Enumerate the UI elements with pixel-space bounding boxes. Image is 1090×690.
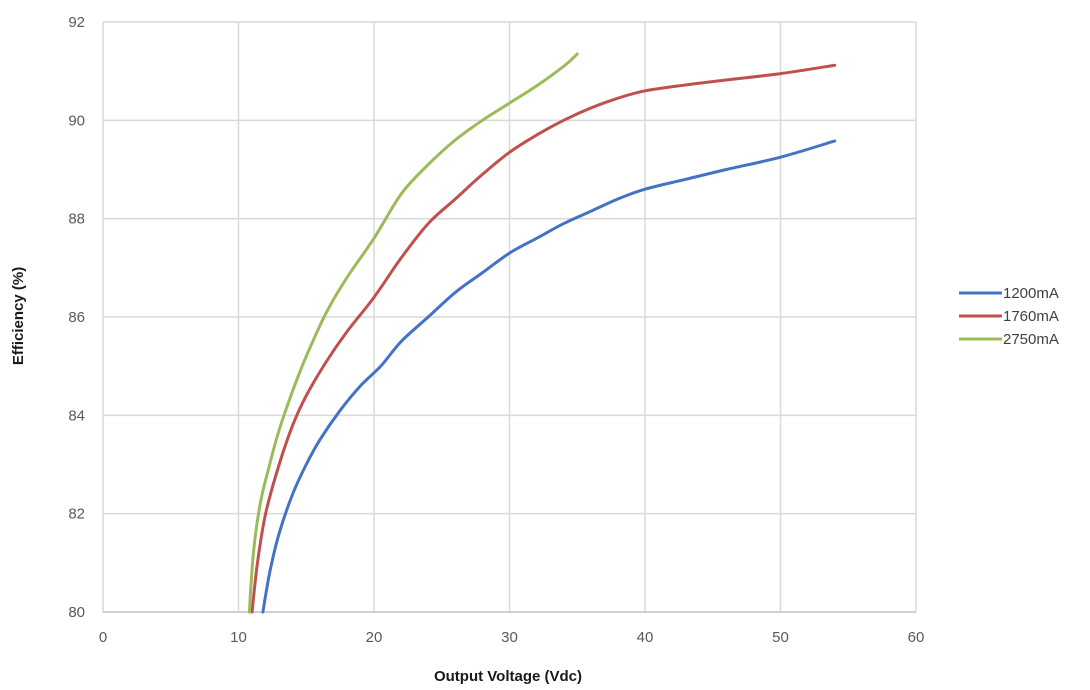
legend-label-1200mA: 1200mA	[1003, 285, 1059, 302]
x-tick-label: 50	[772, 629, 789, 646]
y-tick-label: 92	[68, 14, 85, 31]
x-tick-label: 30	[501, 629, 518, 646]
tick-labels: 0 10 20 30 40 50 60 80 82 84 86 88 90 92	[68, 14, 924, 646]
y-tick-label: 82	[68, 506, 85, 523]
gridlines	[103, 21, 917, 612]
x-tick-label: 10	[230, 629, 247, 646]
legend: 1200mA 1760mA 2750mA	[959, 285, 1059, 348]
series-line-2750mA	[247, 52, 579, 614]
x-tick-label: 60	[908, 629, 925, 646]
y-axis-title: Efficiency (%)	[10, 267, 27, 365]
series-line-1760mA	[250, 63, 837, 614]
y-tick-label: 86	[68, 309, 85, 326]
series-lines	[247, 52, 837, 614]
legend-label-1760mA: 1760mA	[1003, 308, 1059, 325]
axes	[102, 22, 916, 613]
y-tick-label: 88	[68, 211, 85, 228]
series-line-1200mA	[261, 139, 837, 614]
y-tick-label: 90	[68, 112, 85, 129]
legend-label-2750mA: 2750mA	[1003, 331, 1059, 348]
y-tick-label: 80	[68, 604, 85, 621]
x-axis-title: Output Voltage (Vdc)	[434, 668, 582, 685]
x-tick-label: 0	[99, 629, 107, 646]
x-tick-label: 40	[637, 629, 654, 646]
y-tick-label: 84	[68, 407, 85, 424]
x-tick-label: 20	[366, 629, 383, 646]
